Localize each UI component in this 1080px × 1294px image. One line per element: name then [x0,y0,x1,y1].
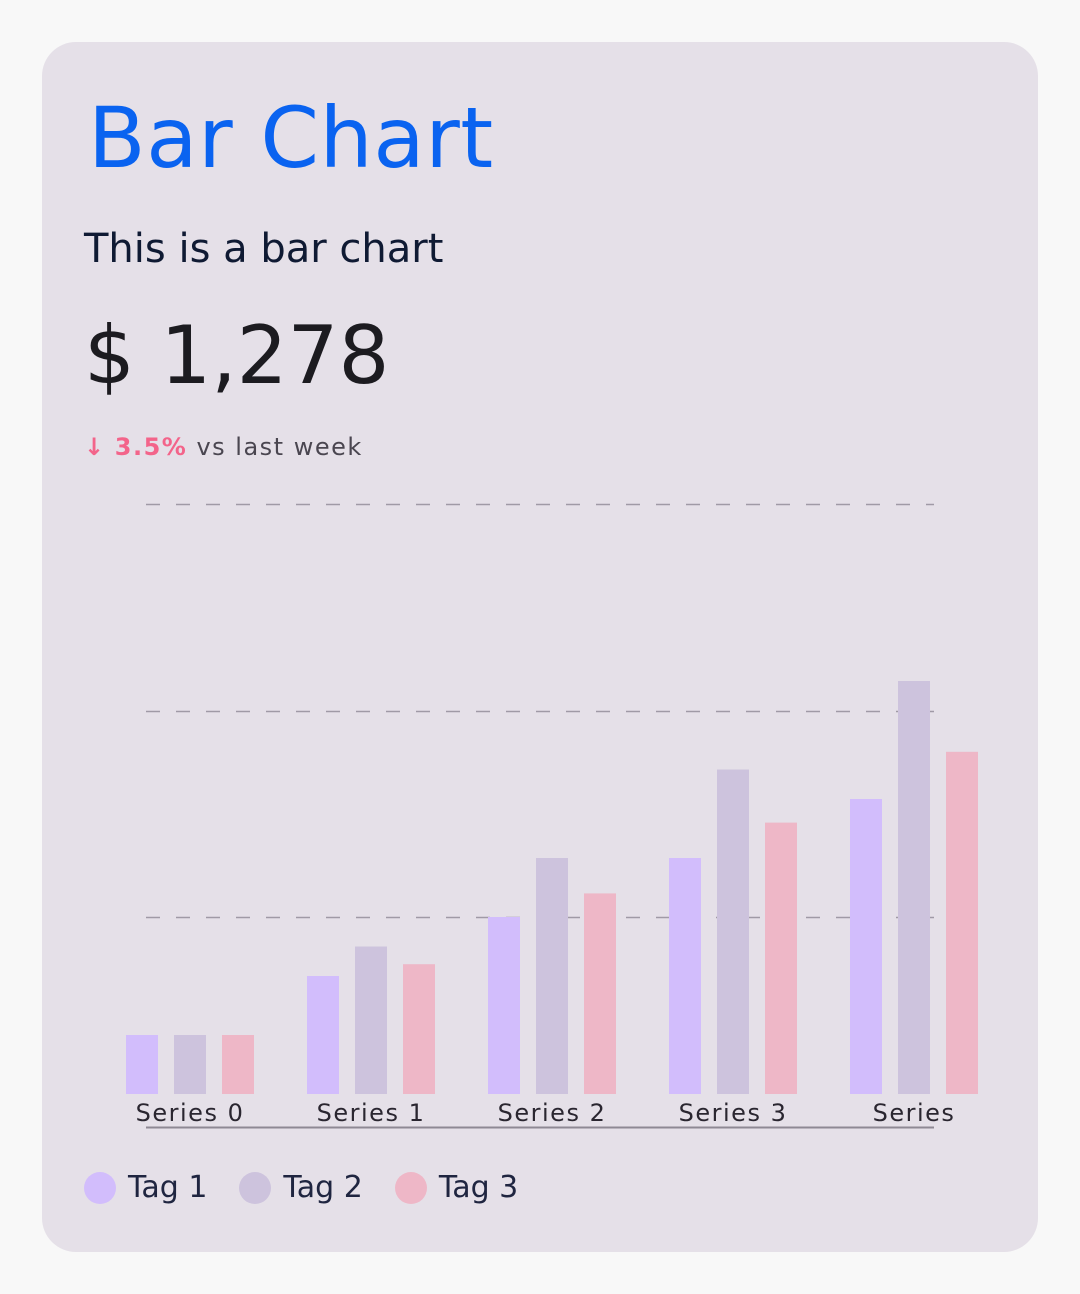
bar-tag-3-4 [946,751,978,1094]
total-amount: $ 1,278 [84,309,390,402]
bar-tag-3-0 [222,1035,254,1094]
bar-tag-2-2 [536,858,568,1094]
legend-label: Tag 2 [283,1170,363,1205]
x-tick-label: Series 3 [679,1099,788,1127]
bar-tag-3-1 [403,964,435,1094]
chart-card: Bar Chart This is a bar chart $ 1,278 ↓ … [42,42,1038,1252]
legend-item: Tag 1 [84,1168,207,1208]
bar-tag-2-4 [898,681,930,1094]
x-tick-label: Series 1 [317,1099,426,1127]
bar-tag-3-3 [765,822,797,1094]
bar-tag-1-4 [850,799,882,1094]
bar-tag-1-1 [307,976,339,1094]
chart-subtitle: This is a bar chart [84,226,444,272]
x-tick-label: Series [873,1099,956,1127]
change-indicator: ↓ 3.5% vs last week [84,430,363,464]
down-arrow-icon: ↓ [84,433,106,461]
bar-tag-3-2 [584,893,616,1094]
bar-chart: Series 0 Series 1 Series 2 Series 3 Series [126,503,978,1129]
bar-tag-1-2 [488,917,520,1094]
legend-dot-icon [394,1172,427,1204]
chart-title: Bar Chart [88,89,494,187]
legend-item: Tag 3 [394,1168,519,1208]
x-tick-label: Series 2 [498,1099,607,1127]
change-percent: 3.5% [114,433,188,461]
bar-tag-1-0 [126,1035,158,1094]
bar-tag-2-1 [355,946,387,1094]
bar-tag-1-3 [669,858,701,1094]
legend-label: Tag 3 [438,1170,519,1205]
change-label: vs last week [196,433,363,461]
x-tick-label: Series 0 [136,1099,245,1127]
bar-tag-2-0 [174,1035,206,1094]
legend-label: Tag 1 [128,1170,208,1205]
legend-item: Tag 2 [239,1168,363,1208]
legend-dot-icon [239,1172,272,1204]
legend-dot-icon [84,1172,116,1204]
chart-legend: Tag 1 Tag 2 Tag 3 [84,1168,550,1208]
bar-tag-2-3 [717,769,749,1094]
